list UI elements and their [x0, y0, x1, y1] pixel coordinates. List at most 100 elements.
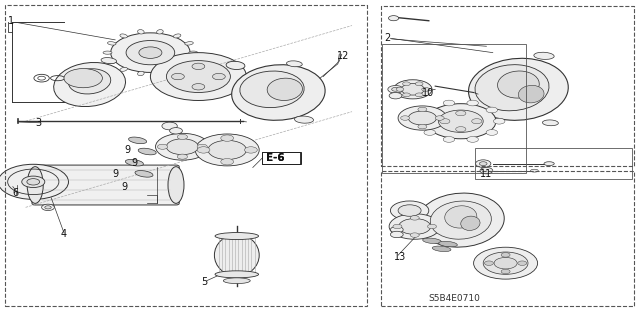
Text: 13: 13: [394, 252, 406, 262]
Ellipse shape: [294, 116, 314, 123]
Ellipse shape: [68, 69, 111, 94]
Circle shape: [45, 206, 51, 209]
Circle shape: [170, 128, 182, 134]
Bar: [382, 44, 526, 173]
Circle shape: [501, 253, 510, 257]
Circle shape: [42, 204, 54, 211]
Circle shape: [139, 47, 162, 58]
Circle shape: [410, 233, 419, 237]
Circle shape: [435, 116, 444, 120]
Circle shape: [494, 257, 517, 269]
Circle shape: [401, 84, 424, 95]
Circle shape: [244, 147, 257, 153]
Ellipse shape: [54, 63, 125, 107]
Ellipse shape: [120, 67, 127, 71]
Circle shape: [212, 73, 225, 80]
Circle shape: [398, 106, 447, 130]
Circle shape: [493, 118, 505, 124]
Text: E-6: E-6: [266, 153, 284, 163]
Ellipse shape: [468, 58, 568, 120]
Ellipse shape: [189, 51, 198, 54]
Circle shape: [456, 127, 466, 132]
Circle shape: [0, 164, 68, 199]
Text: 5: 5: [202, 277, 208, 287]
FancyBboxPatch shape: [32, 165, 179, 205]
Ellipse shape: [125, 160, 143, 166]
Ellipse shape: [543, 120, 558, 126]
Ellipse shape: [138, 148, 156, 155]
Circle shape: [221, 135, 234, 141]
Circle shape: [195, 134, 259, 166]
Circle shape: [474, 247, 538, 279]
Circle shape: [486, 107, 498, 113]
Text: 4: 4: [61, 229, 67, 240]
Circle shape: [418, 124, 427, 129]
Circle shape: [197, 144, 207, 149]
Ellipse shape: [475, 65, 549, 111]
Circle shape: [479, 162, 487, 166]
Circle shape: [388, 85, 403, 93]
Ellipse shape: [226, 61, 245, 70]
Text: 3: 3: [35, 118, 42, 128]
Circle shape: [172, 73, 184, 80]
Ellipse shape: [108, 60, 116, 64]
Circle shape: [177, 134, 188, 139]
Circle shape: [392, 87, 399, 91]
Circle shape: [443, 137, 454, 142]
Circle shape: [483, 252, 528, 274]
Circle shape: [150, 53, 246, 100]
Circle shape: [426, 104, 496, 139]
Circle shape: [166, 61, 230, 93]
Ellipse shape: [531, 169, 538, 172]
Circle shape: [408, 111, 436, 125]
Circle shape: [111, 33, 190, 72]
Circle shape: [396, 87, 404, 91]
Text: 9: 9: [125, 145, 131, 155]
Ellipse shape: [417, 193, 504, 247]
Ellipse shape: [120, 34, 127, 38]
Circle shape: [192, 63, 205, 70]
Bar: [475, 148, 632, 179]
Circle shape: [221, 159, 234, 165]
Circle shape: [403, 93, 410, 97]
Text: 9: 9: [112, 169, 118, 179]
Ellipse shape: [157, 30, 163, 34]
Circle shape: [398, 205, 421, 216]
Circle shape: [177, 154, 188, 159]
Circle shape: [484, 261, 493, 265]
Circle shape: [424, 130, 435, 135]
Ellipse shape: [138, 30, 144, 34]
Bar: [381, 6, 634, 166]
Circle shape: [390, 226, 403, 233]
Text: 9: 9: [122, 182, 128, 192]
Ellipse shape: [430, 201, 492, 239]
Bar: [5, 5, 367, 306]
Ellipse shape: [101, 58, 116, 63]
Circle shape: [192, 84, 205, 90]
Circle shape: [438, 110, 483, 132]
Ellipse shape: [497, 71, 540, 98]
Ellipse shape: [135, 171, 153, 177]
Circle shape: [388, 16, 399, 21]
Ellipse shape: [445, 206, 477, 228]
Ellipse shape: [173, 67, 181, 71]
Circle shape: [162, 122, 177, 130]
Circle shape: [27, 179, 40, 185]
Ellipse shape: [215, 271, 259, 278]
Ellipse shape: [223, 278, 250, 284]
Circle shape: [428, 224, 436, 229]
Circle shape: [393, 224, 402, 229]
Circle shape: [126, 41, 175, 65]
Ellipse shape: [108, 41, 116, 45]
Circle shape: [399, 219, 431, 234]
Circle shape: [389, 214, 440, 239]
Ellipse shape: [173, 34, 181, 38]
Circle shape: [156, 133, 209, 160]
Circle shape: [418, 107, 427, 112]
Circle shape: [403, 82, 410, 86]
Circle shape: [467, 100, 479, 106]
Circle shape: [415, 93, 423, 97]
Ellipse shape: [129, 137, 147, 144]
Circle shape: [415, 82, 423, 86]
Circle shape: [389, 93, 402, 99]
